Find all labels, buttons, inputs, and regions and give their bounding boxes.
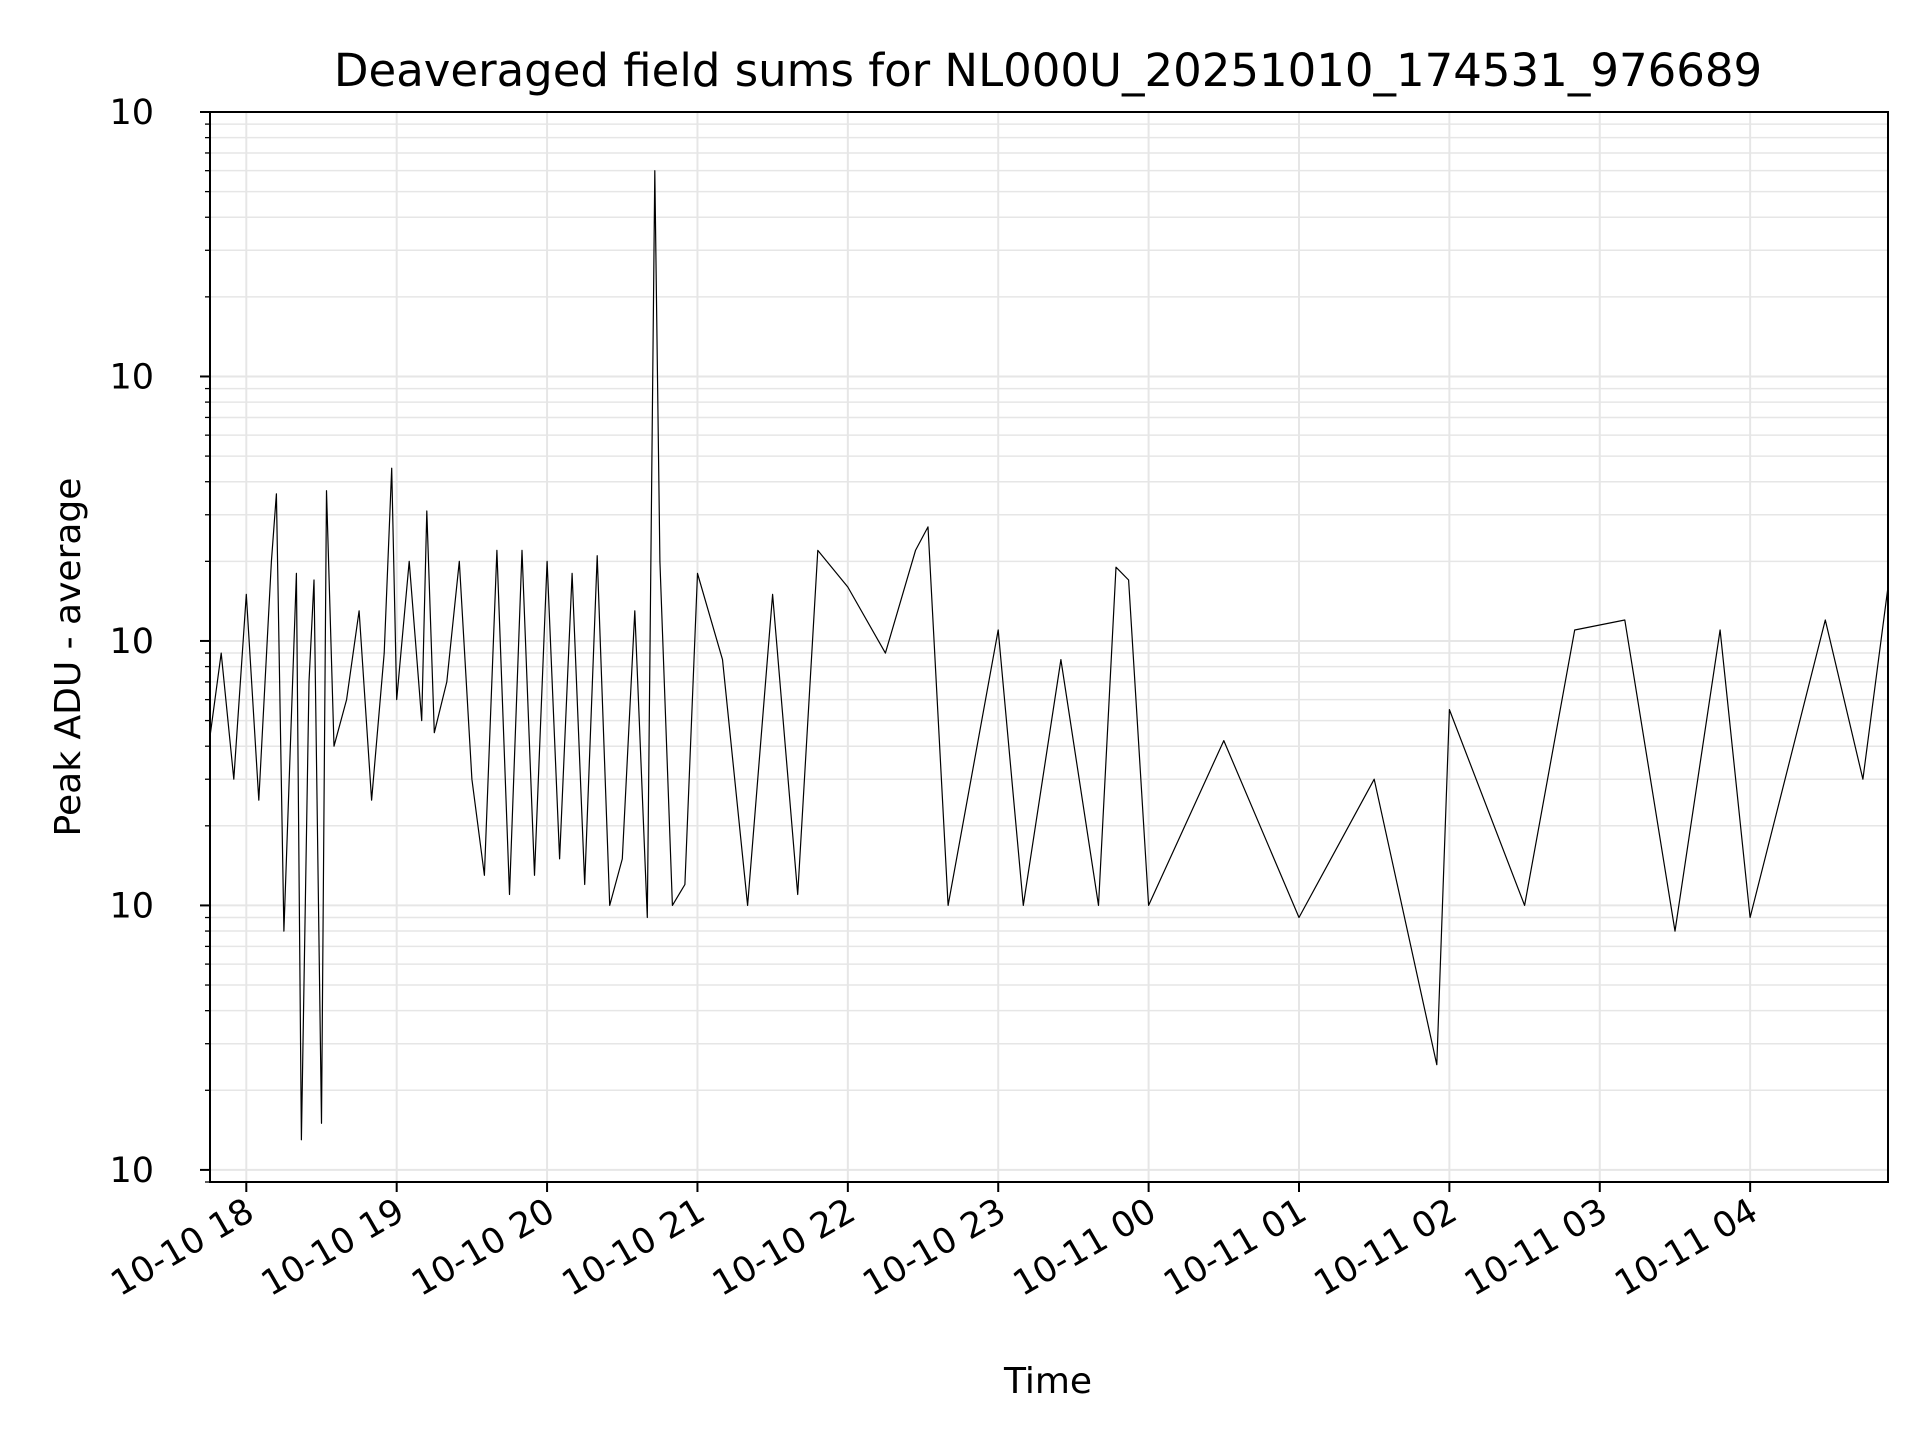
y-tick-label: 10 — [109, 357, 154, 397]
chart-title: Deaveraged field sums for NL000U_2025101… — [334, 44, 1762, 97]
series-line — [210, 170, 1888, 1141]
x-axis-label: Time — [1003, 1361, 1092, 1402]
y-tick-label: 10 — [109, 622, 154, 662]
y-tick-label: 10 — [109, 93, 154, 133]
plot-area — [210, 170, 1888, 1141]
plot-frame — [209, 111, 1889, 1183]
y-tick-label: 10 — [109, 886, 154, 926]
y-axis-label: Peak ADU - average — [48, 478, 89, 837]
y-tick-label: 10 — [109, 1151, 154, 1191]
grid-minor — [205, 123, 1888, 1183]
y-axis-ticks: 104105106107108 — [109, 93, 210, 1191]
